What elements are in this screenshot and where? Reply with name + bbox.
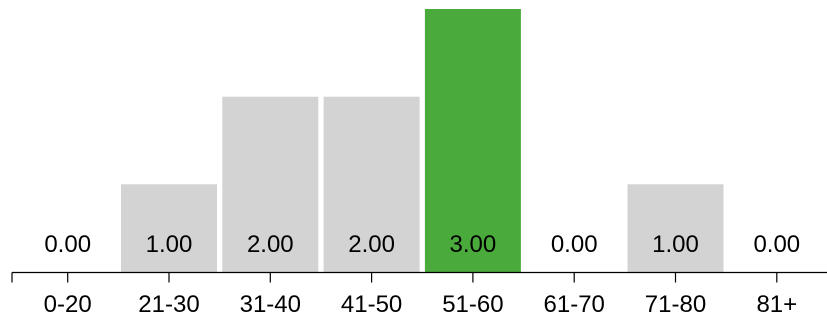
data-label-61-70: 0.00 (551, 231, 598, 258)
x-tick-label-21-30: 21-30 (138, 291, 199, 318)
bar-51-60 (424, 9, 521, 272)
data-labels-layer: 0.00 1.00 2.00 2.00 3.00 0.00 1.00 0.00 (44, 231, 800, 258)
x-tick-label-31-40: 31-40 (240, 291, 301, 318)
data-label-41-50: 2.00 (348, 231, 395, 258)
x-tick-label-81+: 81+ (756, 291, 797, 318)
bar-21-30 (121, 184, 217, 272)
data-label-21-30: 1.00 (146, 231, 193, 258)
data-label-31-40: 2.00 (247, 231, 294, 258)
data-label-71-80: 1.00 (652, 231, 699, 258)
x-tick-label-61-70: 61-70 (544, 291, 605, 318)
x-tick-label-51-60: 51-60 (442, 291, 503, 318)
data-label-51-60: 3.00 (450, 231, 497, 258)
x-axis: 0-20 21-30 31-40 41-50 51-60 61-70 71-80 81+ (11, 271, 827, 318)
bar-31-40 (222, 96, 319, 272)
bar-41-50 (323, 96, 420, 272)
x-tick-label-71-80: 71-80 (645, 291, 706, 318)
x-tick-label-0-20: 0-20 (44, 291, 92, 318)
x-tick-label-41-50: 41-50 (341, 291, 402, 318)
data-label-81+: 0.00 (753, 231, 800, 258)
bar-71-80 (627, 184, 724, 272)
data-label-0-20: 0.00 (44, 231, 91, 258)
bars-layer (121, 9, 724, 272)
